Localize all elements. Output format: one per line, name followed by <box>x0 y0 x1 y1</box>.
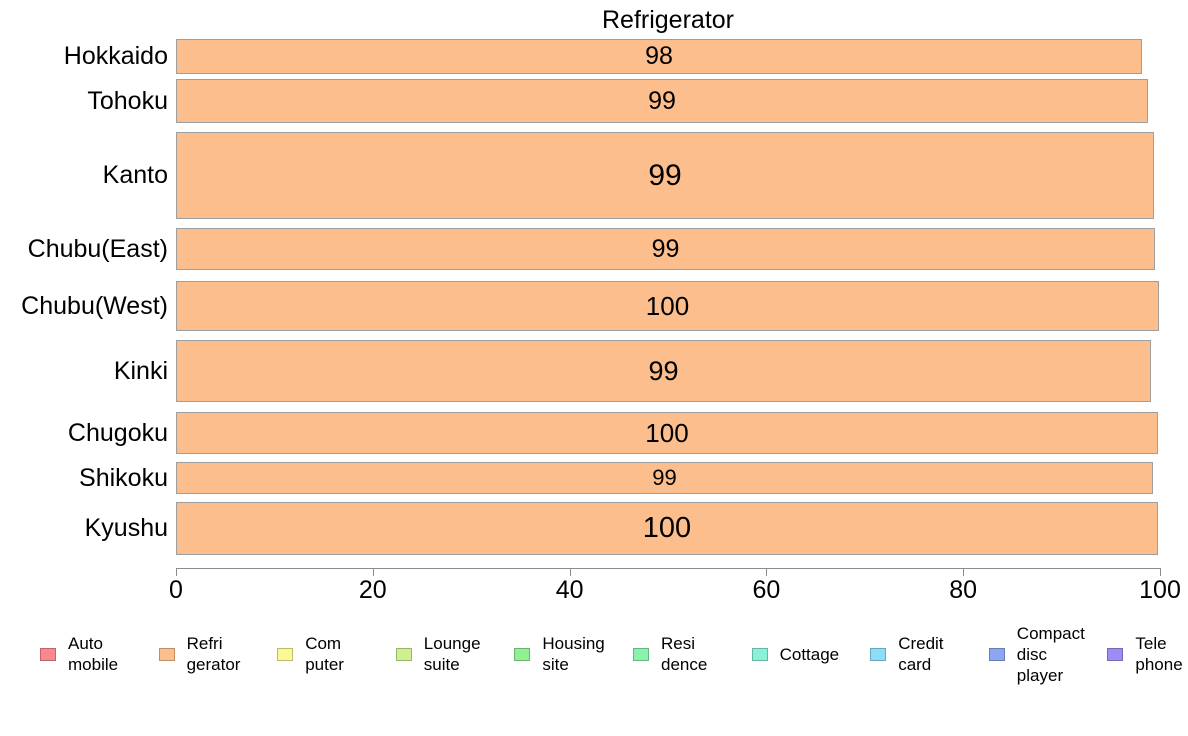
category-label: Chugoku <box>67 418 168 447</box>
bar: 98 <box>176 39 1142 74</box>
legend-label-line: Housing <box>542 634 605 653</box>
legend-swatch <box>870 647 887 661</box>
bar: 99 <box>176 79 1148 123</box>
legend-swatch <box>395 647 412 661</box>
bar-value-label: 99 <box>648 158 682 192</box>
bar: 100 <box>176 281 1159 331</box>
bar-value-label: 100 <box>645 290 690 321</box>
legend-swatch <box>751 647 768 661</box>
bar-value-label: 99 <box>648 86 676 115</box>
legend-label-line: puter <box>305 655 344 674</box>
chart-title: Refrigerator <box>602 6 734 34</box>
bar: 100 <box>176 502 1158 555</box>
legend-item: Resi dence <box>633 610 747 698</box>
bar: 99 <box>176 462 1153 494</box>
x-tick-mark <box>766 568 768 576</box>
x-tick-mark <box>372 568 374 576</box>
category-label: Shikoku <box>79 463 168 492</box>
legend-label-line: phone <box>1135 655 1183 674</box>
legend-item: Lounge suite <box>395 610 510 698</box>
bar: 99 <box>176 132 1154 219</box>
bar-value-label: 99 <box>651 234 680 263</box>
category-label: Chubu(West) <box>21 291 168 320</box>
legend-label-line: Credit <box>898 634 944 653</box>
category-label: Chubu(East) <box>27 234 168 263</box>
category-label: Hokkaido <box>63 42 168 70</box>
legend-label-line: dence <box>661 655 708 674</box>
legend-label-line: Resi <box>661 634 696 653</box>
legend-label: Credit card <box>898 633 943 675</box>
legend-label: Cottage <box>780 644 840 665</box>
legend-label-line: Lounge <box>423 634 481 653</box>
x-tick-mark <box>1160 568 1161 576</box>
legend-item: Com puter <box>277 610 391 698</box>
x-tick-label: 100 <box>1139 576 1181 604</box>
legend-swatch <box>158 647 175 661</box>
category-label: Kinki <box>113 356 168 385</box>
legend-label-line: Com <box>305 634 342 653</box>
legend-label-line: Auto <box>68 634 103 653</box>
legend-swatch <box>633 647 649 661</box>
x-tick-label: 0 <box>169 576 183 604</box>
bar-value-label: 100 <box>645 417 689 448</box>
legend-label: Com puter <box>305 633 344 675</box>
x-axis-line <box>176 568 1161 569</box>
legend-label-line: suite <box>423 655 460 674</box>
legend-swatch <box>277 647 294 661</box>
bar-value-label: 99 <box>652 465 677 490</box>
x-tick-mark <box>569 568 571 576</box>
bar: 100 <box>176 412 1158 454</box>
legend-label: Housing site <box>542 633 604 675</box>
legend-label: Lounge suite <box>424 633 481 675</box>
legend-swatch <box>988 647 1005 661</box>
bar: 99 <box>176 340 1151 402</box>
x-tick-label: 40 <box>555 576 584 604</box>
legend-label: Refri gerator <box>187 633 241 675</box>
legend: Auto mobile Refri gerator Com puter Lounge suit… <box>0 610 1188 698</box>
legend-item: Credit card <box>870 610 984 698</box>
x-tick-label: 80 <box>949 576 978 604</box>
bar-value-label: 100 <box>642 512 692 544</box>
x-tick-label: 60 <box>752 576 781 604</box>
legend-label-line: card <box>898 655 932 674</box>
legend-item: Housing site <box>514 610 628 698</box>
category-label: Kanto <box>102 161 168 189</box>
legend-label-line: Tele <box>1135 634 1167 653</box>
legend-label-line: Refri <box>186 634 223 653</box>
legend-label: Resi dence <box>661 633 707 675</box>
legend-label-line: disc <box>1016 644 1048 664</box>
legend-item: Compact disc player <box>988 610 1103 698</box>
legend-label-line: gerator <box>186 655 241 674</box>
category-label: Tohoku <box>87 86 168 115</box>
legend-item: Auto mobile <box>40 610 154 698</box>
x-tick-mark <box>963 568 965 576</box>
bar-value-label: 99 <box>648 355 679 386</box>
legend-label: Tele phone <box>1135 633 1182 675</box>
legend-item: Tele phone <box>1107 610 1188 698</box>
legend-item: Cottage <box>751 610 866 698</box>
category-label: Kyushu <box>84 514 168 542</box>
legend-item: Refri gerator <box>158 610 273 698</box>
legend-label: Compact disc player <box>1017 623 1085 686</box>
legend-swatch <box>40 647 56 661</box>
legend-swatch <box>1107 647 1124 661</box>
legend-label-line: Cottage <box>779 644 840 664</box>
legend-label-line: site <box>542 655 569 674</box>
legend-label-line: Compact <box>1016 623 1085 643</box>
x-tick-label: 20 <box>358 576 387 604</box>
bar-value-label: 98 <box>645 42 673 70</box>
legend-label-line: mobile <box>68 655 119 674</box>
x-tick-mark <box>176 568 177 576</box>
legend-swatch <box>514 647 531 661</box>
legend-label-line: player <box>1016 665 1064 685</box>
bar: 99 <box>176 228 1155 270</box>
legend-label: Auto mobile <box>68 633 118 675</box>
